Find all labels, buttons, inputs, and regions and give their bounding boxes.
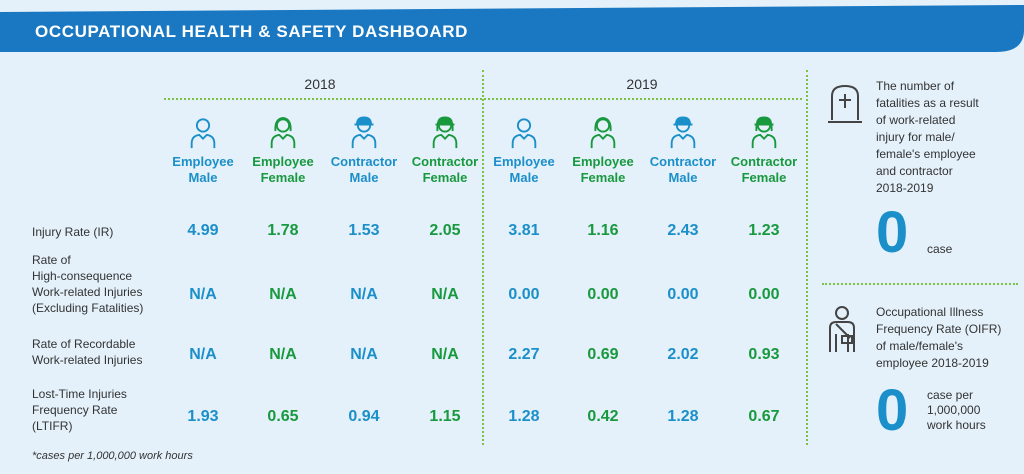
column-header: Contractor Male xyxy=(324,116,404,186)
table-cell: 0.42 xyxy=(587,408,619,425)
contractor-male-icon xyxy=(667,116,699,150)
column-header: Employee Male xyxy=(163,116,243,186)
table-cell: 0.93 xyxy=(748,346,780,363)
row-label: Lost-Time Injuries Frequency Rate (LTIFR… xyxy=(32,387,127,433)
header-banner-shape xyxy=(0,5,1024,52)
tombstone-icon xyxy=(826,82,864,131)
table-cell: 2.05 xyxy=(429,222,461,239)
year-separator-line xyxy=(482,70,484,445)
column-header: Employee Male xyxy=(484,116,564,186)
illness-description: Occupational Illness Frequency Rate (OIF… xyxy=(876,305,1002,370)
table-cell: 1.53 xyxy=(348,222,380,239)
contractor-female-icon xyxy=(429,116,461,150)
table-cell: N/A xyxy=(269,286,297,303)
illness-value: 0 xyxy=(876,378,909,443)
table-cell: 0.00 xyxy=(667,286,699,303)
column-label: Employee Female xyxy=(252,154,314,185)
table-cell: 1.28 xyxy=(508,408,540,425)
table-cell: 1.23 xyxy=(748,222,780,239)
table-cell: 2.27 xyxy=(508,346,540,363)
side-panel-separator xyxy=(806,70,808,445)
table-cell: 4.99 xyxy=(187,222,219,239)
table-cell: 0.00 xyxy=(748,286,780,303)
table-cell: N/A xyxy=(350,346,378,363)
table-cell: N/A xyxy=(269,346,297,363)
table-cell: 1.78 xyxy=(267,222,299,239)
employee-male-icon xyxy=(508,116,540,150)
column-label: Contractor Male xyxy=(649,154,717,185)
footnote: *cases per 1,000,000 work hours xyxy=(32,450,193,462)
column-label: Contractor Male xyxy=(330,154,398,185)
table-cell: 0.69 xyxy=(587,346,619,363)
column-label: Contractor Female xyxy=(411,154,479,185)
page-title: OCCUPATIONAL HEALTH & SAFETY DASHBOARD xyxy=(35,22,469,41)
year-2019-label: 2019 xyxy=(626,76,658,92)
row-label: Rate of High-consequence Work-related In… xyxy=(32,253,144,315)
table-cell: 1.93 xyxy=(187,408,219,425)
employee-female-icon xyxy=(587,116,619,150)
illness-unit: case per 1,000,000 work hours xyxy=(927,388,986,432)
table-cell: 2.02 xyxy=(667,346,699,363)
column-header: Employee Female xyxy=(563,116,643,186)
employee-male-icon xyxy=(187,116,219,150)
table-cell: 2.43 xyxy=(667,222,699,239)
column-header: Employee Female xyxy=(243,116,323,186)
side-panel-divider xyxy=(822,283,1018,285)
table-cell: 1.15 xyxy=(429,408,461,425)
table-cell: N/A xyxy=(431,286,459,303)
table-cell: 1.16 xyxy=(587,222,619,239)
row-label: Rate of Recordable Work-related Injuries xyxy=(32,337,143,367)
table-cell: 0.65 xyxy=(267,408,299,425)
column-label: Contractor Female xyxy=(730,154,798,185)
column-label: Employee Male xyxy=(493,154,555,185)
table-cell: N/A xyxy=(431,346,459,363)
fatalities-description: The number of fatalities as a result of … xyxy=(876,79,979,195)
table-cell: N/A xyxy=(189,286,217,303)
table-cell: 0.94 xyxy=(348,408,380,425)
table-cell: 1.28 xyxy=(667,408,699,425)
table-cell: 0.67 xyxy=(748,408,780,425)
table-cell: N/A xyxy=(350,286,378,303)
contractor-male-icon xyxy=(348,116,380,150)
header-banner: OCCUPATIONAL HEALTH & SAFETY DASHBOARD xyxy=(0,0,1024,60)
fatalities-unit: case xyxy=(927,242,953,256)
table-cell: 3.81 xyxy=(508,222,540,239)
year-2018-label: 2018 xyxy=(304,76,336,92)
fatalities-value: 0 xyxy=(876,200,909,265)
table-cell: N/A xyxy=(189,346,217,363)
row-label: Injury Rate (IR) xyxy=(32,225,114,239)
column-header: Contractor Female xyxy=(405,116,485,186)
table-cell: 0.00 xyxy=(587,286,619,303)
contractor-female-icon xyxy=(748,116,780,150)
column-label: Employee Female xyxy=(572,154,634,185)
column-label: Employee Male xyxy=(172,154,234,185)
column-header: Contractor Female xyxy=(724,116,804,186)
injured-person-icon xyxy=(824,304,860,361)
table-cell: 0.00 xyxy=(508,286,540,303)
column-header: Contractor Male xyxy=(643,116,723,186)
employee-female-icon xyxy=(267,116,299,150)
